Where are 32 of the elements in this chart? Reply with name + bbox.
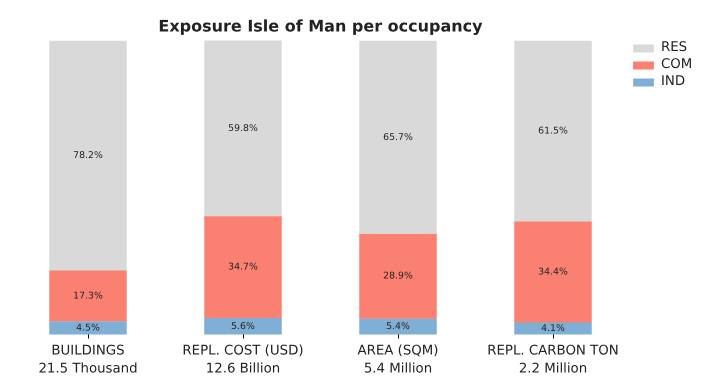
bar <box>514 40 592 222</box>
legend-label: RES <box>661 40 688 55</box>
chart-title: Exposure Isle of Man per occupancy <box>158 16 484 36</box>
bar <box>514 322 592 334</box>
bar <box>204 318 282 334</box>
bar <box>204 40 282 216</box>
bar <box>359 234 437 319</box>
data-label: 5.4% <box>386 321 410 332</box>
bar <box>359 318 437 334</box>
bar <box>49 321 127 334</box>
x-tick-label: REPL. COST (USD) 12.6 Billion <box>182 344 304 376</box>
data-label: 28.9% <box>383 270 413 282</box>
data-label: 4.5% <box>76 322 100 334</box>
data-label: 34.4% <box>538 266 568 278</box>
bar <box>204 216 282 318</box>
data-label: 78.2% <box>73 150 103 162</box>
x-tick-label: AREA (SQM) 5.4 Million <box>358 344 439 376</box>
bar <box>49 40 127 270</box>
data-label: 61.5% <box>538 126 568 137</box>
data-label: 59.8% <box>228 122 258 134</box>
x-tick-label: BUILDINGS 21.5 Thousand <box>38 344 138 376</box>
legend-label: COM <box>661 57 692 72</box>
legend-label: IND <box>661 74 686 89</box>
data-label: 65.7% <box>383 132 413 143</box>
data-label: 5.6% <box>231 320 255 332</box>
data-label: 4.1% <box>541 322 565 334</box>
bar <box>514 221 592 322</box>
data-label: 34.7% <box>228 262 258 273</box>
x-tick-label: REPL. CARBON TON 2.2 Million <box>487 344 619 376</box>
bar <box>359 40 437 234</box>
bar <box>49 270 127 322</box>
data-label: 17.3% <box>73 290 103 302</box>
